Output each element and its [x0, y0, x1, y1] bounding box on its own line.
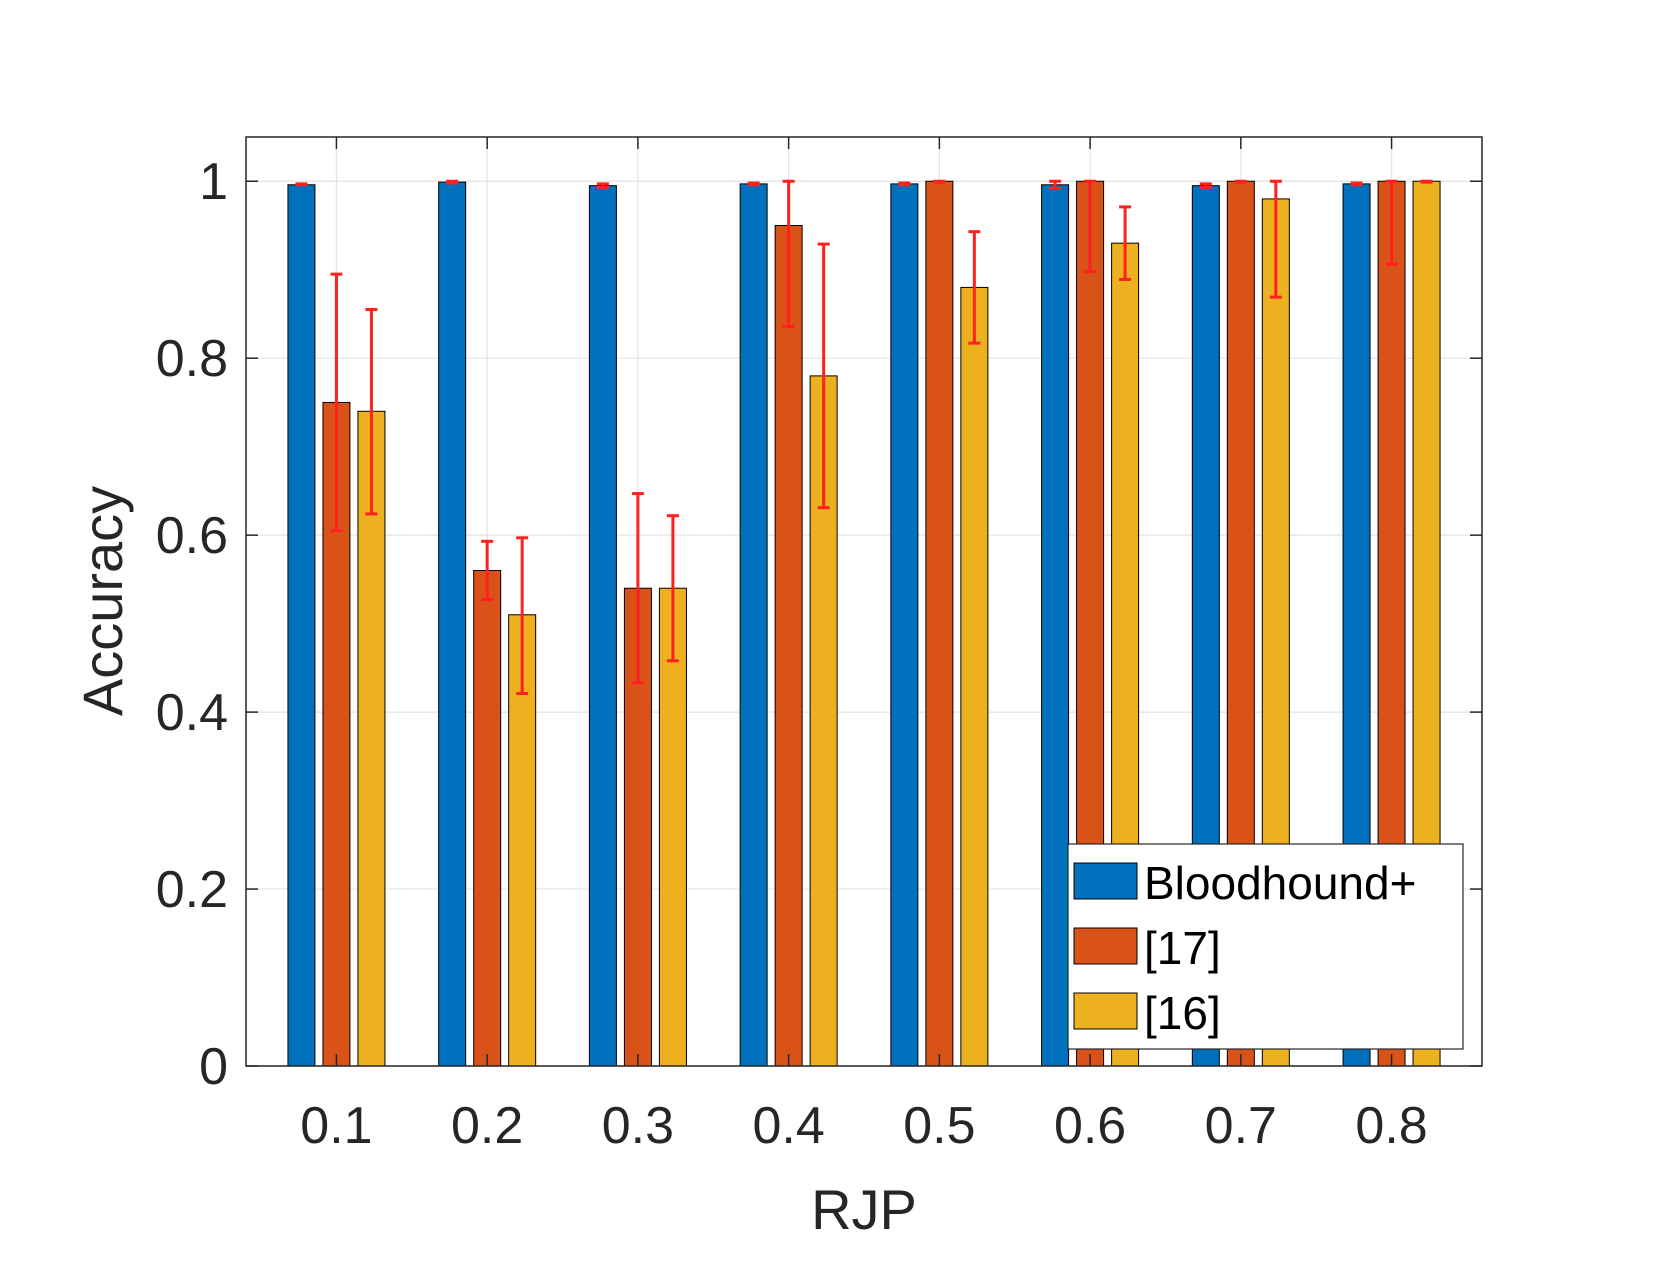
- legend-label-ref16: [16]: [1144, 987, 1221, 1039]
- y-tick-label: 0.4: [156, 684, 228, 742]
- x-tick-label: 0.5: [903, 1097, 975, 1155]
- y-tick-label: 0.2: [156, 861, 228, 919]
- bar: [925, 180, 954, 1067]
- x-tick-label: 0.4: [752, 1097, 824, 1155]
- x-axis-title: RJP: [811, 1178, 917, 1241]
- error-bars: [295, 179, 1433, 696]
- bar: [890, 183, 919, 1067]
- x-tick-labels: 0.1 0.2 0.3 0.4 0.5 0.6 0.7 0.8: [300, 1097, 1427, 1155]
- legend-label-bloodhound: Bloodhound+: [1144, 857, 1416, 909]
- bar: [1041, 184, 1070, 1067]
- y-tick-label: 0.8: [156, 330, 228, 388]
- axis-ticks: [246, 137, 1482, 1067]
- y-tick-label: 1: [199, 153, 228, 211]
- legend: Bloodhound+ [17] [16]: [1067, 843, 1464, 1050]
- bar: [739, 183, 768, 1067]
- bar: [960, 286, 989, 1067]
- bar: [588, 185, 617, 1067]
- y-tick-labels: 0 0.2 0.4 0.6 0.8 1: [156, 153, 228, 1096]
- bar: [287, 184, 316, 1067]
- legend-swatch-ref16: [1073, 992, 1138, 1030]
- y-axis-title: Accuracy: [71, 486, 134, 716]
- x-tick-label: 0.2: [451, 1097, 523, 1155]
- plot-frame: [245, 136, 1483, 1067]
- legend-swatch-bloodhound: [1073, 862, 1138, 900]
- legend-swatch-ref17: [1073, 927, 1138, 965]
- bar: [438, 181, 467, 1067]
- x-tick-label: 0.8: [1355, 1097, 1427, 1155]
- legend-label-ref17: [17]: [1144, 922, 1221, 974]
- x-tick-label: 0.7: [1205, 1097, 1277, 1155]
- y-tick-label: 0.6: [156, 507, 228, 565]
- bar: [473, 570, 502, 1067]
- bar: [774, 224, 803, 1067]
- x-tick-label: 0.6: [1054, 1097, 1126, 1155]
- y-tick-label: 0: [199, 1038, 228, 1096]
- x-tick-label: 0.1: [300, 1097, 372, 1155]
- x-tick-label: 0.3: [602, 1097, 674, 1155]
